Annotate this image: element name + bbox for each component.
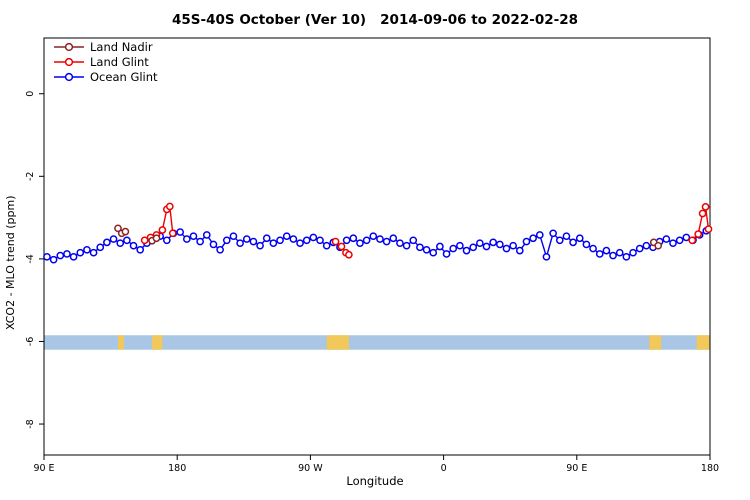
svg-text:-6: -6 <box>25 337 36 346</box>
svg-text:90 E: 90 E <box>566 463 587 474</box>
svg-text:90 E: 90 E <box>33 463 54 474</box>
svg-text:180: 180 <box>701 463 719 474</box>
ocean-glint-marker-icon <box>54 72 84 82</box>
land-glint-marker-icon <box>54 57 84 67</box>
svg-text:-4: -4 <box>25 254 36 263</box>
legend: Land Nadir Land Glint Ocean Glint <box>52 40 158 84</box>
svg-text:0: 0 <box>441 463 447 474</box>
svg-text:-8: -8 <box>25 419 36 428</box>
y-axis-label: XCO2 - MLO trend (ppm) <box>4 195 17 331</box>
svg-text:180: 180 <box>168 463 186 474</box>
svg-text:90 W: 90 W <box>298 463 323 474</box>
chart-title: 45S-40S October (Ver 10) 2014-09-06 to 2… <box>172 12 578 28</box>
legend-label-land-glint: Land Glint <box>90 55 149 69</box>
legend-item-ocean-glint: Ocean Glint <box>52 70 158 84</box>
legend-item-land-nadir: Land Nadir <box>52 40 158 54</box>
land-nadir-marker-icon <box>54 42 84 52</box>
svg-text:-2: -2 <box>25 172 36 181</box>
svg-text:0: 0 <box>25 91 36 97</box>
legend-label-ocean-glint: Ocean Glint <box>90 70 158 84</box>
legend-label-land-nadir: Land Nadir <box>90 40 153 54</box>
x-axis-label: Longitude <box>346 474 404 488</box>
legend-item-land-glint: Land Glint <box>52 55 158 69</box>
